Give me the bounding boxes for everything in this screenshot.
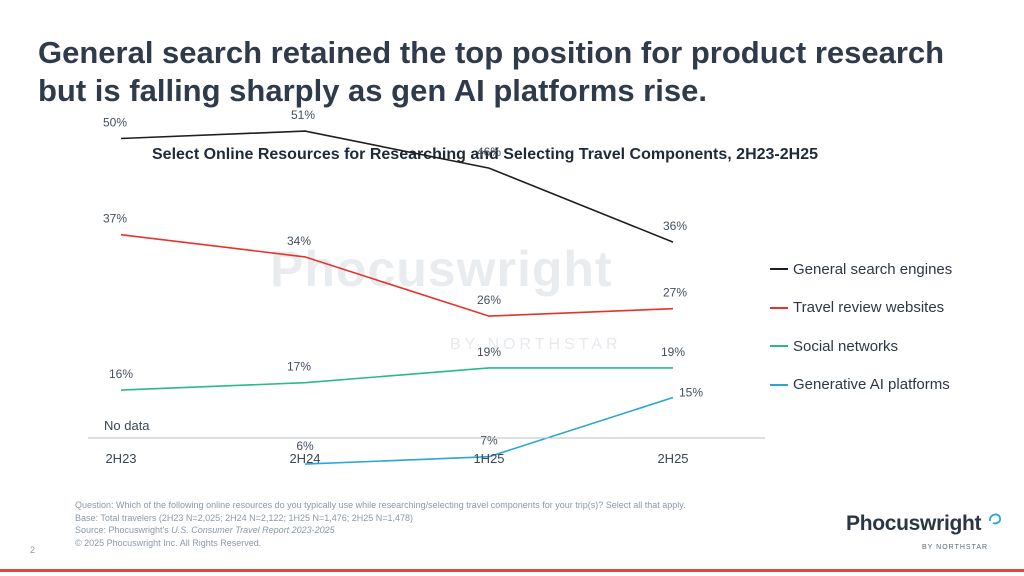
logo-wordmark: Phocuswright — [846, 512, 982, 535]
footnotes: Question: Which of the following online … — [75, 499, 855, 549]
data-label: 17% — [287, 360, 311, 374]
chart-title: Select Online Resources for Researching … — [152, 146, 818, 163]
legend-swatch — [770, 268, 788, 271]
headline: General search retained the top position… — [38, 35, 945, 108]
footnote-source-title: U.S. Consumer Travel Report 2023-2025 — [171, 525, 335, 535]
data-label: 50% — [103, 116, 127, 130]
data-label: 27% — [663, 286, 687, 300]
data-label: 6% — [296, 439, 314, 453]
data-label: 19% — [661, 345, 685, 359]
data-label: 36% — [663, 219, 687, 233]
bottom-accent-bar — [0, 569, 1024, 572]
legend-label: Travel review websites — [793, 299, 945, 317]
x-tick-label: 2H24 — [289, 451, 320, 466]
footnote-question: Question: Which of the following online … — [75, 500, 686, 510]
no-data-annotation: No data — [104, 418, 150, 433]
data-label: 46% — [477, 145, 501, 159]
chart-legend: General search engines Travel review web… — [770, 250, 1010, 404]
data-label: 19% — [477, 345, 501, 359]
phocuswright-logo: Phocuswright BY NORTHSTAR — [846, 512, 1016, 551]
legend-label: General search engines — [793, 260, 953, 278]
data-label: 15% — [679, 386, 703, 400]
series-line-0 — [120, 130, 674, 243]
legend-swatch — [770, 345, 788, 348]
legend-swatch — [770, 383, 788, 386]
x-tick-label: 2H23 — [105, 451, 136, 466]
legend-label: Social networks — [793, 337, 899, 355]
watermark-sub-text: BY NORTHSTAR — [450, 336, 622, 353]
series-line-1 — [120, 233, 674, 317]
legend-swatch — [770, 306, 788, 309]
x-tick-label: 1H25 — [473, 451, 504, 466]
page-number: 2 — [30, 545, 36, 555]
data-label: 26% — [477, 293, 501, 307]
footnote-copyright: © 2025 Phocuswright Inc. All Rights Rese… — [75, 537, 262, 548]
watermark-logo-text: Phocuswright — [270, 241, 613, 297]
footnote-base: Base: Total travelers (2H23 N=2,025; 2H2… — [75, 512, 414, 523]
footnote-source-prefix: Source: Phocuswright's — [75, 525, 172, 535]
legend-item-general-search: General search engines — [770, 250, 1010, 289]
logo-subtext: BY NORTHSTAR — [922, 544, 989, 551]
data-label: 37% — [103, 212, 127, 226]
data-label: 34% — [287, 234, 311, 248]
data-label: 16% — [109, 367, 133, 381]
data-label: 51% — [291, 108, 315, 122]
footnote-source: Source: Phocuswright's U.S. Consumer Tra… — [75, 524, 855, 537]
series-line-2 — [120, 367, 673, 391]
x-tick-label: 2H25 — [657, 451, 688, 466]
data-label: 7% — [480, 434, 498, 448]
series-line-3 — [304, 396, 674, 465]
legend-item-generative-ai: Generative AI platforms — [770, 366, 1010, 405]
legend-item-travel-review: Travel review websites — [770, 289, 1010, 328]
legend-item-social-networks: Social networks — [770, 327, 1010, 366]
logo-hook-icon — [989, 513, 1001, 525]
legend-label: Generative AI platforms — [793, 376, 950, 394]
